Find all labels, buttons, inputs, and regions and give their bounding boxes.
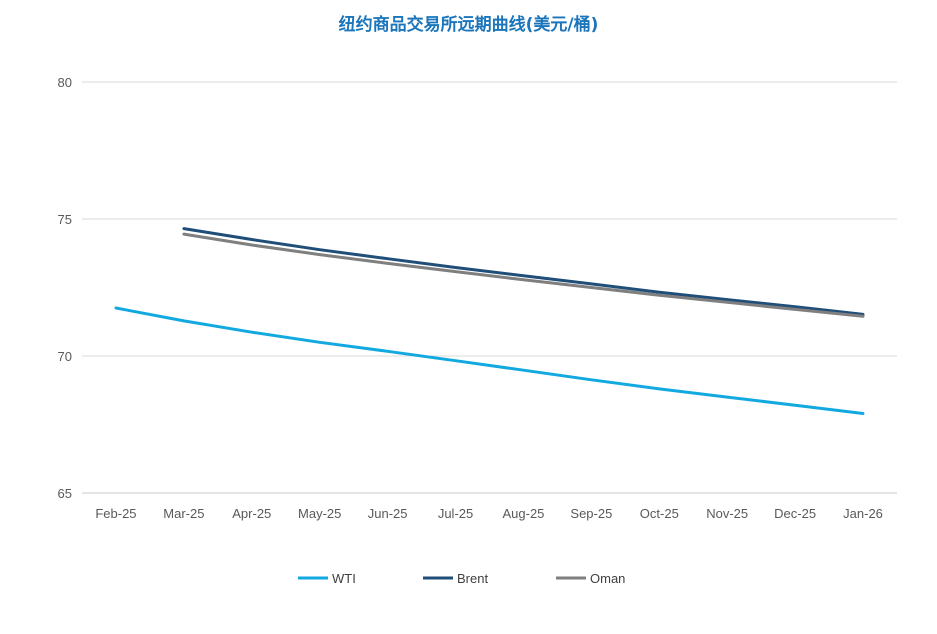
y-tick-label: 75	[58, 212, 72, 227]
legend-label-wti: WTI	[332, 571, 356, 586]
series-line-oman	[182, 232, 865, 318]
legend-label-brent: Brent	[457, 571, 488, 586]
x-tick-label: Jun-25	[368, 506, 408, 521]
x-tick-label: Feb-25	[95, 506, 136, 521]
x-tick-label: Jan-26	[843, 506, 883, 521]
y-tick-label: 80	[58, 75, 72, 90]
x-tick-label: Jul-25	[438, 506, 473, 521]
chart-title: 纽约商品交易所远期曲线(美元/桶)	[338, 15, 599, 35]
x-tick-label: Mar-25	[163, 506, 204, 521]
legend-label-oman: Oman	[590, 571, 625, 586]
x-tick-label: Aug-25	[502, 506, 544, 521]
y-tick-label: 65	[58, 486, 72, 501]
x-tick-label: Sep-25	[570, 506, 612, 521]
series-line-brent	[182, 227, 865, 316]
x-tick-label: May-25	[298, 506, 341, 521]
x-tick-label: Oct-25	[640, 506, 679, 521]
series-line-wti	[114, 306, 865, 415]
x-tick-label: Dec-25	[774, 506, 816, 521]
y-tick-label: 70	[58, 349, 72, 364]
x-tick-label: Nov-25	[706, 506, 748, 521]
x-tick-label: Apr-25	[232, 506, 271, 521]
